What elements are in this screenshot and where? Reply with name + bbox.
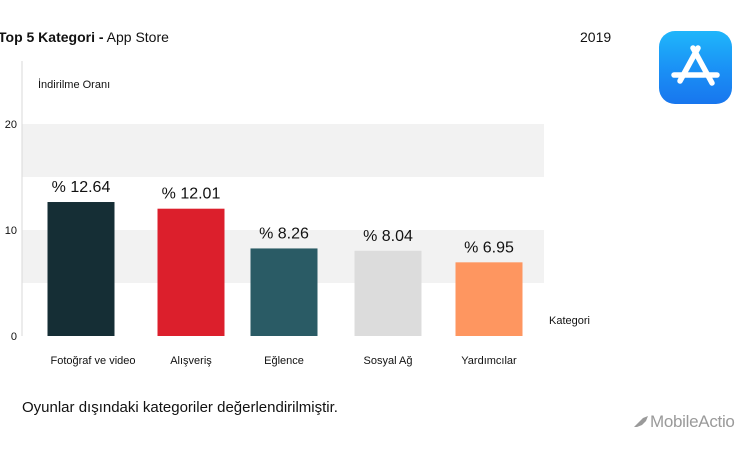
y-tick-label: 20 — [5, 119, 17, 131]
title-bold: Top 5 Kategori - — [0, 29, 104, 45]
bar-value-label: % 8.26 — [259, 225, 309, 242]
bar — [354, 250, 422, 336]
y-tick-label: 0 — [11, 331, 17, 343]
category-label: Sosyal Ağ — [364, 355, 413, 367]
chart-year: 2019 — [580, 29, 612, 45]
brand-name: MobileActio — [650, 412, 735, 431]
chart-title: Top 5 Kategori - App Store — [0, 29, 169, 45]
category-label: Alışveriş — [170, 355, 212, 367]
bar — [250, 248, 318, 336]
bar-value-label: % 12.64 — [52, 179, 111, 196]
bar-value-label: % 12.01 — [162, 186, 221, 203]
bar — [455, 262, 523, 336]
grid-band — [22, 124, 544, 177]
footnote: Oyunlar dışındaki kategoriler değerlendi… — [22, 399, 338, 416]
bar-value-label: % 6.95 — [464, 239, 514, 256]
bar — [47, 202, 115, 336]
bar-value-label: % 8.04 — [363, 228, 413, 245]
rocket-icon — [634, 416, 648, 427]
brand-logo: MobileActio — [633, 412, 735, 432]
y-tick-label: 10 — [5, 225, 17, 237]
y-axis-title: İndirilme Oranı — [38, 78, 110, 91]
category-label: Eğlence — [264, 355, 304, 367]
app-store-icon — [659, 31, 732, 104]
bar — [157, 208, 225, 336]
category-label: Yardımcılar — [461, 355, 517, 367]
x-axis-title: Kategori — [549, 315, 590, 327]
category-label: Fotoğraf ve video — [51, 355, 136, 367]
title-rest: App Store — [103, 29, 169, 45]
